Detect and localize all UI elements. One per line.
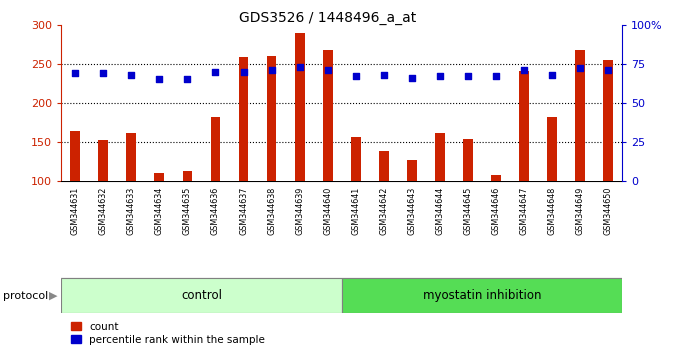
Point [490,73,501,79]
Point [575,65,585,71]
Text: GSM344640: GSM344640 [323,186,332,235]
Text: GSM344637: GSM344637 [239,186,248,235]
Text: protocol: protocol [3,291,49,301]
Bar [294,33,305,181]
Bar [379,151,389,181]
Text: GSM344644: GSM344644 [435,186,444,235]
Point [519,67,530,73]
Bar [323,50,333,181]
Point [210,69,221,74]
Point [70,70,81,76]
Point [266,67,277,73]
Text: GSM344638: GSM344638 [267,186,276,235]
Bar [154,173,165,181]
Bar [182,171,192,181]
Text: GSM344639: GSM344639 [295,186,304,235]
Bar [99,140,108,181]
Bar [70,131,80,181]
Bar [341,278,622,313]
Text: GSM344636: GSM344636 [211,186,220,235]
Text: GSM344650: GSM344650 [604,186,613,235]
Bar [575,51,585,181]
Text: ▶: ▶ [49,291,57,301]
Point [378,72,389,78]
Text: GSM344643: GSM344643 [407,186,416,235]
Bar [491,175,501,181]
Bar [239,57,248,181]
Point [547,72,558,78]
Text: GSM344635: GSM344635 [183,186,192,235]
Bar [407,160,417,181]
Text: GSM344649: GSM344649 [576,186,585,235]
Point [435,73,445,79]
Bar [519,71,529,181]
Point [602,67,613,73]
Bar [61,278,341,313]
Text: control: control [181,289,222,302]
Bar [603,60,613,181]
Text: GSM344646: GSM344646 [492,186,500,235]
Point [126,72,137,78]
Bar [435,133,445,181]
Text: GSM344632: GSM344632 [99,186,107,235]
Text: myostatin inhibition: myostatin inhibition [423,289,541,302]
Point [238,69,249,74]
Bar [463,139,473,181]
Point [407,75,418,81]
Text: GSM344631: GSM344631 [71,186,80,235]
Bar [211,117,220,181]
Point [294,64,305,70]
Point [154,76,165,82]
Text: GSM344648: GSM344648 [547,186,556,235]
Text: GDS3526 / 1448496_a_at: GDS3526 / 1448496_a_at [239,11,417,25]
Point [98,70,109,76]
Point [322,67,333,73]
Bar [547,118,557,181]
Point [462,73,473,79]
Text: GSM344634: GSM344634 [155,186,164,235]
Bar [351,137,360,181]
Text: GSM344642: GSM344642 [379,186,388,235]
Bar [267,56,277,181]
Text: GSM344633: GSM344633 [127,186,136,235]
Point [182,76,193,82]
Text: GSM344641: GSM344641 [352,186,360,235]
Text: GSM344645: GSM344645 [464,186,473,235]
Legend: count, percentile rank within the sample: count, percentile rank within the sample [67,317,269,349]
Text: GSM344647: GSM344647 [520,186,528,235]
Bar [126,133,136,181]
Point [350,73,361,79]
